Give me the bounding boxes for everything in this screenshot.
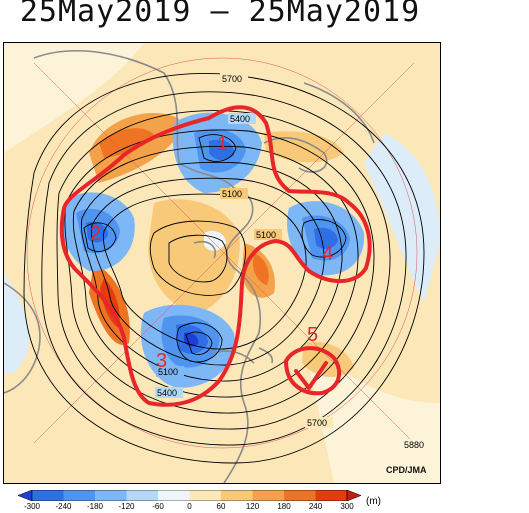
colorbar-segment [158,490,190,501]
colorbar [18,490,361,501]
map-panel: 5700 5400 5100 5100 5100 5400 5700 5880 … [3,42,441,484]
colorbar-tick-label: 60 [216,502,226,511]
contour-labels: 5700 5400 5100 5100 5100 5400 5700 5880 [155,73,430,450]
positive-anomaly-region [264,131,344,163]
data-credit: CPD/JMA [386,465,427,475]
trough-annotations [59,105,372,407]
positive-anomaly-core [99,128,154,158]
colorbar-tick-label: -180 [86,502,104,511]
annotation-2: 2 [90,223,101,245]
colorbar-tick-labels: -300 -240 -180 -120 -60 0 60 120 180 240 300 [18,502,361,513]
annotation-4: 4 [322,243,333,265]
contour-label-5100-center: 5100 [222,189,242,199]
weak-negative-region [4,273,30,373]
contour-label-5880: 5880 [404,440,424,450]
colorbar-segment [95,490,127,501]
ridge-5-check [294,361,328,390]
positive-anomaly-region [148,199,240,313]
height-anomaly-map: 5700 5400 5100 5100 5100 5400 5700 5880 … [4,43,440,483]
colorbar-segment [126,490,159,501]
colorbar-segment [221,490,253,501]
colorbar-arrow-high [346,490,361,501]
colorbar-segment [32,490,64,501]
negative-anomaly-1-center [209,139,235,161]
colorbar-arrow-low [18,490,33,501]
contour-label-5700-bottom: 5700 [307,418,327,428]
positive-anomaly-region [302,341,354,378]
contour-label-5100-right: 5100 [256,230,276,240]
colorbar-tick-label: -240 [55,502,72,511]
colorbar-segment [284,490,316,501]
colorbar-segment [252,490,285,501]
colorbar-unit: (m) [366,496,381,507]
colorbar-segment [315,490,348,501]
colorbar-tick-label: 120 [245,502,260,511]
colorbar-tick-label: -300 [23,502,41,511]
colorbar-tick-label: -120 [118,502,135,511]
ridge-5-circle [284,346,342,396]
contour-label-5100-bottom: 5100 [158,367,178,377]
negative-anomaly-3-min [184,332,199,347]
annotation-1: 1 [217,133,228,155]
trough-outline [59,105,372,407]
colorbar-segment [63,490,96,501]
map-title: 25May2019 – 25May2019 [19,0,421,29]
annotation-3: 3 [156,350,167,372]
annotation-5: 5 [307,324,318,346]
annotation-numbers: 1 2 3 4 5 [90,133,333,372]
colorbar-segment [189,490,222,501]
height-contours [23,73,425,464]
contour-label-5400-top: 5400 [230,114,250,124]
contour-label-5400-bottom: 5400 [157,388,177,398]
colorbar-tick-label: 300 [340,502,354,511]
positive-anomaly-core [252,253,269,285]
colorbar-tick-label: 180 [277,502,291,511]
colorbar-tick-label: 0 [187,502,192,511]
colorbar-tick-label: -60 [152,502,164,511]
graticule [26,57,418,449]
colorbar-tick-label: 240 [308,502,323,511]
contour-label-5700-top: 5700 [222,74,242,84]
pale-anomaly-region [4,43,144,153]
